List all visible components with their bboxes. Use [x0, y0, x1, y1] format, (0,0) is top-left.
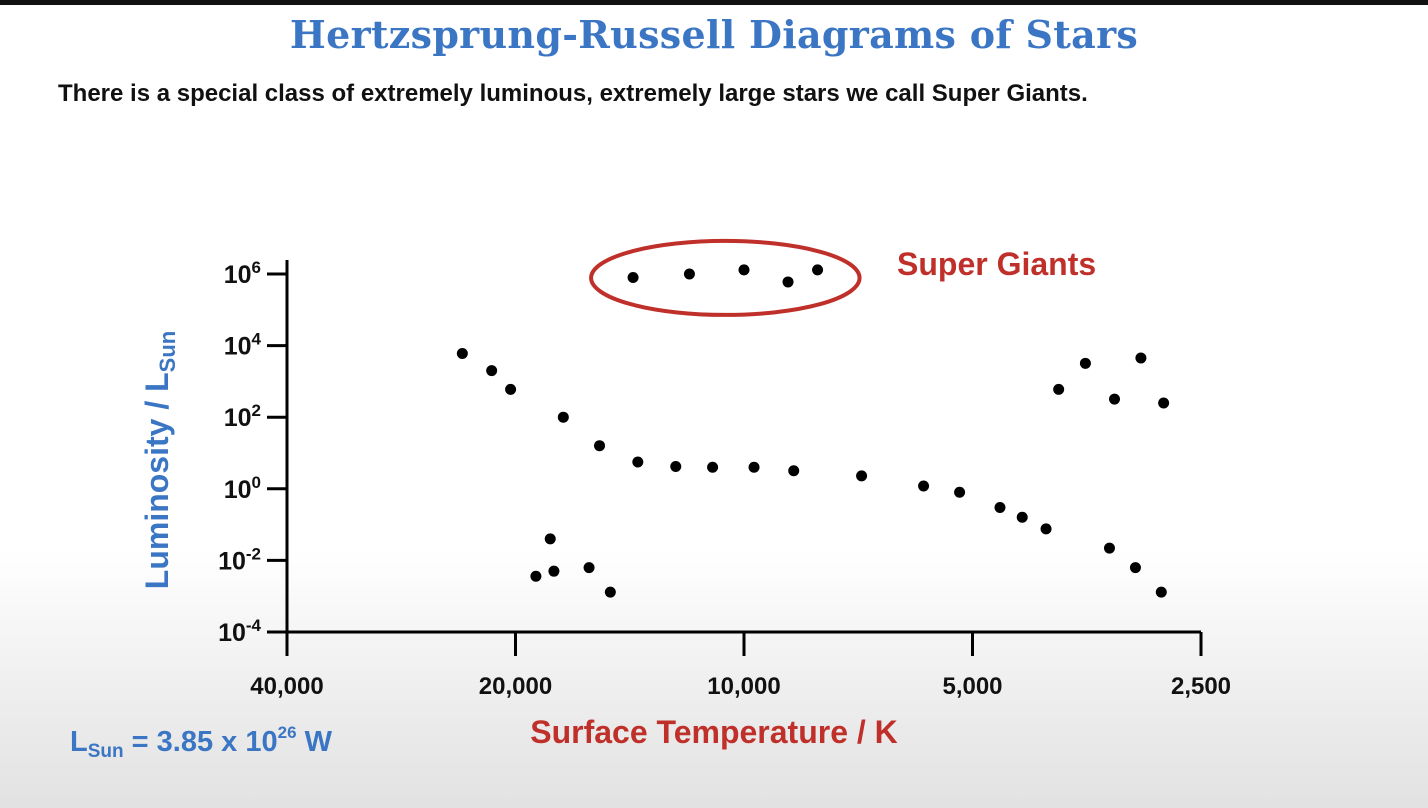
- lsun-l: L: [70, 726, 88, 758]
- lsun-unit: W: [296, 726, 332, 758]
- star-point: [683, 268, 695, 280]
- star-point: [632, 456, 644, 468]
- star-point: [557, 411, 569, 423]
- lsun-equation: = 3.85 x 10: [123, 726, 278, 758]
- star-point: [1158, 397, 1170, 409]
- lsun-exponent: 26: [277, 723, 297, 742]
- star-point: [782, 276, 794, 288]
- star-point: [1109, 393, 1121, 405]
- super-giants-ellipse: [589, 238, 862, 317]
- sun-luminosity-note: LSun = 3.85 x 1026 W: [70, 723, 332, 762]
- star-point: [583, 562, 595, 574]
- star-point: [738, 264, 750, 276]
- star-point: [544, 533, 556, 545]
- super-giants-label: Super Giants: [897, 246, 1096, 282]
- chart-points: [456, 264, 1170, 598]
- x-tick-label: 5,000: [942, 673, 1002, 700]
- y-tick-label: 104: [224, 330, 262, 361]
- star-point: [994, 502, 1006, 514]
- x-axis-label: Surface Temperature / K: [530, 714, 898, 750]
- y-tick-label: 10-2: [218, 544, 261, 575]
- star-point: [548, 565, 560, 577]
- star-point: [505, 383, 517, 395]
- chart-ticks: 40,000 20,000 10,000 5,000 2,500 106 104 102 100…: [218, 258, 1231, 700]
- star-point: [1079, 357, 1091, 369]
- chart-axis-labels: Surface Temperature / K Luminosity / LSun: [139, 331, 898, 750]
- y-tick-label: 106: [224, 258, 261, 289]
- star-point: [486, 365, 498, 377]
- y-axis-label: Luminosity / LSun: [139, 331, 180, 589]
- chart-annotations: Super Giants: [589, 238, 1096, 317]
- star-point: [594, 440, 606, 452]
- star-point: [627, 271, 639, 283]
- x-tick-label: 40,000: [250, 673, 323, 700]
- star-point: [918, 480, 930, 492]
- slide-subtitle: There is a special class of extremely lu…: [58, 80, 1088, 107]
- slide-title: Hertzsprung-Russell Diagrams of Stars: [289, 12, 1139, 57]
- star-point: [670, 460, 682, 472]
- star-point: [604, 586, 616, 598]
- star-point: [707, 461, 719, 473]
- star-point: [812, 264, 824, 276]
- lsun-subscript: Sun: [87, 741, 124, 762]
- y-tick-label: 102: [224, 401, 261, 432]
- star-point: [530, 570, 542, 582]
- star-point: [1129, 562, 1141, 574]
- x-tick-label: 2,500: [1171, 673, 1231, 700]
- top-border: [0, 0, 1428, 5]
- star-point: [1040, 523, 1052, 535]
- y-tick-label: 10-4: [218, 616, 261, 647]
- star-point: [1135, 352, 1147, 364]
- star-point: [856, 470, 868, 482]
- star-point: [1016, 511, 1028, 523]
- star-point: [748, 461, 760, 473]
- star-point: [1155, 586, 1167, 598]
- star-point: [1103, 542, 1115, 554]
- x-tick-label: 10,000: [707, 673, 780, 700]
- star-point: [788, 465, 800, 477]
- star-point: [456, 348, 468, 360]
- star-point: [1053, 383, 1065, 395]
- star-point: [954, 486, 966, 498]
- y-tick-label: 100: [224, 473, 261, 504]
- x-tick-label: 20,000: [479, 673, 552, 700]
